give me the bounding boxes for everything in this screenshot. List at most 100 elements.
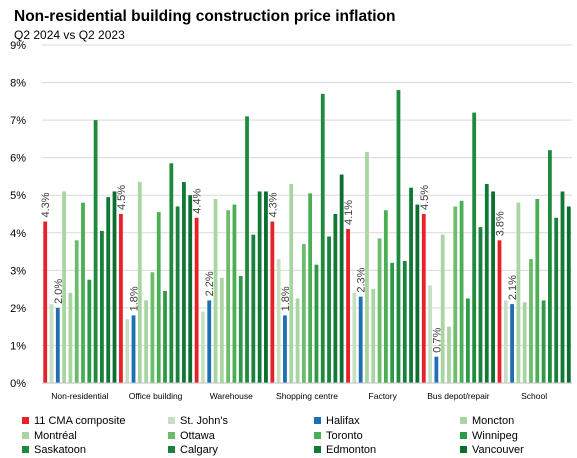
bar	[415, 204, 420, 383]
bar	[226, 210, 231, 383]
x-tick-label: Shopping centre	[276, 391, 338, 401]
legend-label: Vancouver	[472, 444, 524, 456]
legend-swatch	[314, 417, 321, 424]
data-label: 3.8%	[494, 211, 506, 236]
bar	[207, 300, 212, 383]
legend-swatch	[168, 417, 175, 424]
y-tick-label: 7%	[10, 115, 26, 127]
bar	[333, 214, 338, 383]
legend-item: St. John's	[168, 415, 228, 428]
bar	[301, 244, 306, 383]
bar	[119, 214, 123, 383]
bar	[383, 210, 388, 383]
data-label: 1.8%	[280, 286, 292, 311]
y-tick-label: 6%	[10, 153, 26, 165]
x-tick-label: Non-residential	[51, 391, 108, 401]
bar	[55, 307, 60, 383]
bar	[440, 234, 445, 383]
bar	[106, 197, 111, 383]
bar	[81, 202, 85, 383]
bar	[421, 214, 426, 383]
data-label: 4.4%	[192, 188, 204, 213]
legend-swatch	[168, 446, 175, 453]
bar	[169, 163, 174, 383]
bar	[497, 240, 502, 383]
legend-label: Ottawa	[180, 429, 215, 442]
x-tick-label: Bus depot/repair	[427, 391, 490, 401]
bar	[144, 300, 149, 383]
bar	[541, 300, 546, 383]
bar	[213, 198, 218, 383]
legend-item: Moncton	[460, 415, 514, 428]
legend-label: Edmonton	[326, 444, 377, 456]
bar	[402, 260, 407, 383]
bar	[484, 183, 489, 383]
bar	[112, 191, 117, 383]
data-label: 2.1%	[507, 275, 519, 300]
bar	[163, 290, 167, 383]
bar	[428, 285, 432, 383]
bar	[68, 292, 73, 383]
bar	[453, 206, 458, 383]
legend-label: Moncton	[472, 415, 515, 427]
y-tick-label: 5%	[10, 190, 26, 202]
bar	[283, 315, 287, 383]
bar	[547, 150, 552, 383]
bar	[232, 204, 237, 383]
bar	[566, 206, 571, 383]
legend-swatch	[460, 417, 467, 424]
bar	[125, 319, 130, 383]
legend-label: Saskatoon	[34, 444, 86, 456]
legend-label: 11 CMA composite	[34, 415, 126, 427]
bar	[352, 292, 357, 383]
data-label: 4.5%	[419, 185, 431, 210]
bar	[390, 262, 395, 383]
bar	[516, 202, 521, 383]
legend-label: Calgary	[180, 444, 218, 456]
bar	[238, 275, 243, 383]
bar	[529, 259, 533, 383]
data-label: 2.2%	[204, 271, 216, 296]
bar	[251, 234, 256, 383]
legend-swatch	[22, 446, 29, 453]
y-tick-label: 3%	[10, 265, 26, 277]
y-tick-label: 8%	[10, 78, 26, 90]
bar	[289, 183, 294, 383]
legend-item: Halifax	[314, 415, 360, 428]
legend-item: Winnipeg	[460, 430, 518, 443]
bar	[396, 90, 401, 384]
bar	[245, 116, 249, 383]
x-tick-label: School	[521, 391, 547, 401]
data-label: 4.5%	[116, 185, 128, 210]
legend-item: Montréal	[22, 430, 77, 443]
chart-title: Non-residential building construction pr…	[14, 8, 396, 25]
bar	[62, 191, 67, 383]
bar	[327, 236, 331, 383]
bar	[371, 289, 376, 383]
x-tick-label: Warehouse	[210, 391, 253, 401]
bar	[74, 240, 79, 383]
data-label: 1.8%	[129, 286, 141, 311]
bar	[478, 227, 483, 383]
legend-swatch	[22, 431, 29, 439]
data-label: 4.1%	[343, 200, 355, 225]
legend-item: Toronto	[314, 430, 363, 443]
bar	[491, 191, 495, 383]
legend-swatch	[168, 431, 175, 439]
legend-item: Vancouver	[460, 444, 524, 457]
bar	[270, 221, 275, 383]
bar	[358, 296, 363, 383]
bar	[131, 315, 136, 383]
bar	[49, 304, 54, 383]
legend-item: Ottawa	[168, 430, 215, 443]
data-label: 4.3%	[267, 192, 279, 217]
legend-swatch	[460, 431, 467, 439]
bar	[175, 206, 180, 383]
bar	[314, 264, 319, 383]
bar	[522, 302, 527, 383]
legend-label: Halifax	[326, 415, 360, 427]
data-label: 0.7%	[431, 327, 443, 352]
bar	[100, 230, 104, 383]
y-tick-label: 0%	[10, 378, 26, 390]
bar	[219, 277, 224, 383]
